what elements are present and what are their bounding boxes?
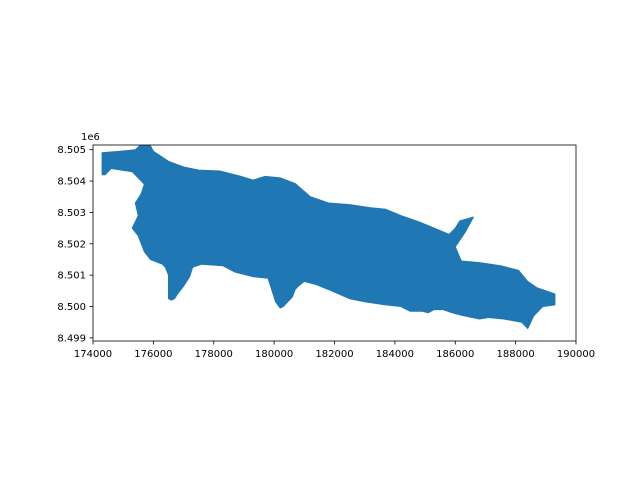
y-axis: 8.499 8.500 8.501 8.502 8.503 8.504 8.505 — [57, 145, 93, 344]
x-axis: 174000 176000 178000 180000 182000 184000 1860… — [74, 341, 595, 360]
y-tick-label: 8.499 — [57, 333, 86, 344]
y-tick-label: 8.501 — [57, 271, 86, 282]
x-tick-label: 182000 — [315, 349, 353, 360]
x-tick-label: 184000 — [376, 349, 414, 360]
y-tick-label: 8.503 — [57, 208, 86, 219]
x-tick-label: 178000 — [195, 349, 233, 360]
x-tick-label: 190000 — [557, 349, 595, 360]
x-tick-label: 186000 — [436, 349, 474, 360]
x-tick-label: 174000 — [74, 349, 112, 360]
x-tick-label: 176000 — [134, 349, 172, 360]
y-tick-label: 8.504 — [57, 177, 86, 188]
y-tick-label: 8.502 — [57, 239, 86, 250]
y-tick-label: 8.500 — [57, 302, 86, 313]
region-polygon — [101, 145, 556, 329]
x-tick-label: 180000 — [255, 349, 293, 360]
x-tick-label: 188000 — [497, 349, 535, 360]
y-tick-label: 8.505 — [57, 145, 86, 156]
y-axis-offset-label: 1e6 — [81, 132, 100, 143]
